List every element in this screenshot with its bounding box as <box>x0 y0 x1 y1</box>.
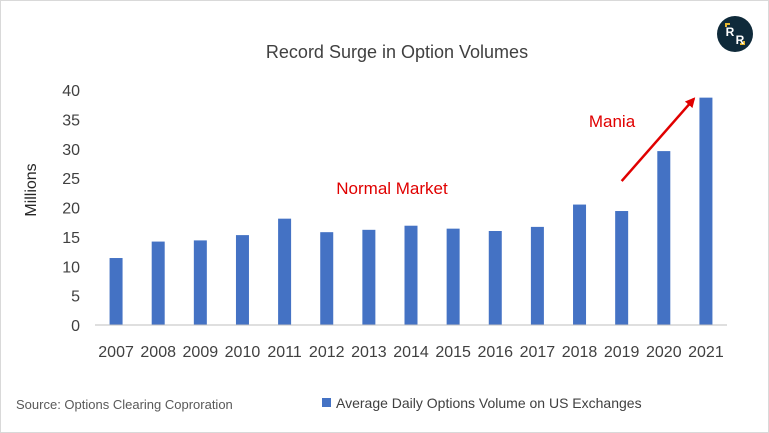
y-axis-ticks: 0 5 10 15 20 25 30 35 40 <box>62 83 80 335</box>
legend-swatch <box>322 398 331 407</box>
bar-2014 <box>404 225 418 325</box>
bar-2016 <box>488 231 502 325</box>
bar-2013 <box>362 229 376 325</box>
svg-text:R: R <box>736 33 745 47</box>
bar-2017 <box>530 226 544 325</box>
rr-logo-icon: R R <box>717 16 753 52</box>
y-tick-label: 10 <box>62 259 80 276</box>
y-tick-label: 20 <box>62 201 80 218</box>
y-tick-label: 5 <box>71 289 80 306</box>
rr-logo: R R <box>716 15 754 53</box>
x-tick-label: 2014 <box>393 344 429 361</box>
y-tick-label: 15 <box>62 230 80 247</box>
bar-2018 <box>573 204 587 325</box>
y-tick-label: 30 <box>62 142 80 159</box>
x-tick-label: 2015 <box>435 344 471 361</box>
x-tick-label: 2019 <box>604 344 640 361</box>
y-tick-label: 25 <box>62 171 80 188</box>
y-axis-label: Millions <box>23 163 40 216</box>
bars-group <box>109 97 713 325</box>
bar-2007 <box>109 258 123 325</box>
bar-2020 <box>657 151 671 325</box>
x-tick-label: 2012 <box>309 344 345 361</box>
bar-2015 <box>446 228 460 325</box>
x-tick-label: 2013 <box>351 344 387 361</box>
bar-2011 <box>278 218 292 325</box>
x-tick-label: 2017 <box>520 344 556 361</box>
x-tick-label: 2010 <box>225 344 261 361</box>
y-tick-label: 0 <box>71 318 80 335</box>
x-tick-label: 2009 <box>183 344 219 361</box>
mania-arrow <box>620 97 696 182</box>
x-tick-label: 2011 <box>267 344 302 361</box>
source-note: Source: Options Clearing Coproration <box>16 397 233 412</box>
x-axis-ticks: 2007 2008 2009 2010 2011 2012 2013 2014 2015 2016… <box>98 344 724 361</box>
bar-2021 <box>699 97 713 325</box>
legend-label: Average Daily Options Volume on US Excha… <box>336 395 642 411</box>
bar-2009 <box>193 240 207 325</box>
annotation-normal-market: Normal Market <box>336 179 448 198</box>
x-tick-label: 2016 <box>477 344 513 361</box>
y-tick-label: 35 <box>62 112 80 129</box>
bar-2012 <box>320 232 334 325</box>
svg-text:R: R <box>726 25 735 39</box>
x-tick-label: 2021 <box>688 344 724 361</box>
x-tick-label: 2020 <box>646 344 682 361</box>
bar-2019 <box>615 211 629 325</box>
y-tick-label: 40 <box>62 83 80 100</box>
chart-title: Record Surge in Option Volumes <box>266 42 528 62</box>
x-tick-label: 2008 <box>140 344 176 361</box>
x-tick-label: 2018 <box>562 344 598 361</box>
bar-2010 <box>235 235 249 325</box>
bar-2008 <box>151 241 165 325</box>
x-tick-label: 2007 <box>98 344 134 361</box>
annotation-mania: Mania <box>589 112 636 131</box>
